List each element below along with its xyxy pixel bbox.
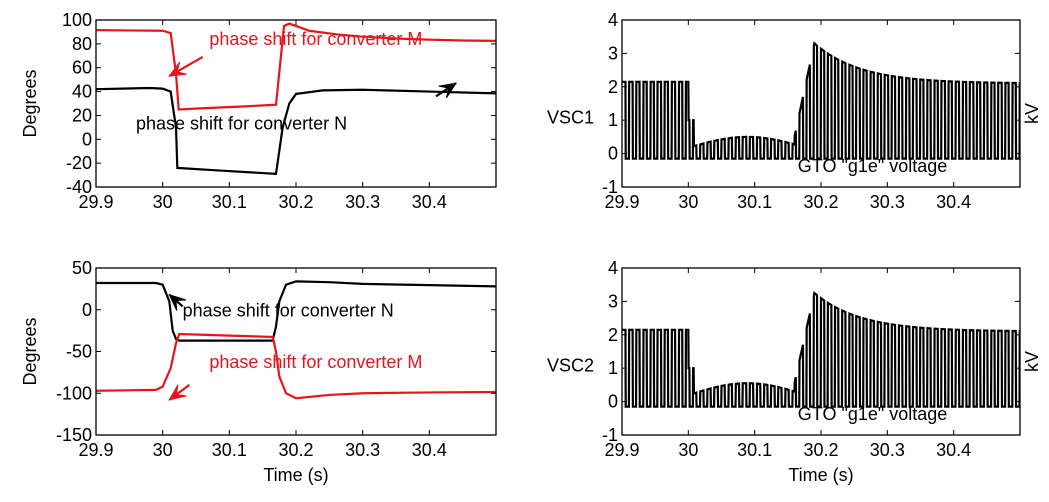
y-tick-label: 50 (72, 258, 92, 278)
x-tick-label: 30.3 (345, 192, 380, 212)
subplot-p3: 29.9 30 30.1 30.2 30.3 30.4 -150 -100 -50 0 50 Degr… (20, 258, 497, 485)
y-axis-label: Degrees (20, 317, 40, 385)
x-tick-label: 30.3 (870, 192, 905, 212)
x-tick-label: 30.1 (737, 440, 772, 460)
y-tick-label: 0 (608, 144, 618, 164)
x-tick-label: 30.2 (278, 440, 313, 460)
y-tick-label: -50 (66, 342, 92, 362)
y-tick-label: 20 (72, 105, 92, 125)
x-tick-label: 30.3 (870, 440, 905, 460)
y-tick-label: 100 (62, 10, 92, 30)
y-tick-label: 3 (608, 43, 618, 63)
y-axis-label: VSC1 (547, 108, 594, 128)
series-line-p3-1 (96, 332, 496, 400)
y-tick-label: 3 (608, 291, 618, 311)
x-axis-label: Time (s) (263, 465, 328, 485)
x-tick-label: 30.3 (345, 440, 380, 460)
subplot-p1: 29.9 30 30.1 30.2 30.3 30.4 -40 -20 0 20 40 60 80 100… (20, 10, 497, 212)
x-tick-label: 30.2 (278, 192, 313, 212)
x-tick-label: 30 (153, 440, 173, 460)
x-tick-label: 29.9 (604, 440, 639, 460)
y-tick-label: 80 (72, 34, 92, 54)
y-tick-label: -1 (602, 425, 618, 445)
x-tick-label: 30.2 (803, 440, 838, 460)
y-tick-label: 1 (608, 358, 618, 378)
x-tick-label: 30.4 (936, 440, 971, 460)
x-tick-label: 30.4 (936, 192, 971, 212)
y-tick-label: -1 (602, 177, 618, 197)
annotation-text: phase shift for converter N (136, 114, 347, 134)
y-tick-label: 0 (82, 300, 92, 320)
y-tick-label: 4 (608, 10, 618, 30)
y-tick-label: 60 (72, 58, 92, 78)
annotation-text: GTO "g1e" voltage (798, 156, 948, 176)
subplot-p4: 29.9 30 30.1 30.2 30.3 30.4 -1 0 1 2 3 4 VSC2 kV Time … (547, 258, 1042, 485)
y-tick-label: 4 (608, 258, 618, 278)
x-tick-label: 30 (153, 192, 173, 212)
x-tick-label: 30.1 (212, 440, 247, 460)
annotation-arrowhead (168, 293, 187, 311)
annotation-arrowhead (168, 384, 187, 401)
annotation-text: GTO "g1e" voltage (798, 404, 948, 424)
y-axis-label: VSC2 (547, 356, 594, 376)
annotation-text: phase shift for converter M (209, 29, 422, 49)
annotation-arrowhead (168, 61, 187, 77)
annotation-arrowhead (438, 82, 458, 99)
annotation-text: phase shift for converter M (209, 352, 422, 372)
series-line-p4-0 (622, 291, 1020, 408)
right-axis-label: kV (1022, 351, 1042, 372)
series-line-p1-1 (96, 86, 496, 176)
series-line-p1-0 (96, 22, 496, 111)
y-tick-label: 2 (608, 77, 618, 97)
y-tick-label: -40 (66, 177, 92, 197)
y-tick-label: 0 (608, 392, 618, 412)
x-tick-label: 30 (678, 440, 698, 460)
y-axis-label: Degrees (20, 69, 40, 137)
x-tick-label: 30.1 (737, 192, 772, 212)
y-tick-label: -100 (56, 383, 92, 403)
y-tick-label: -150 (56, 425, 92, 445)
x-tick-label: 29.9 (604, 192, 639, 212)
annotation-text: phase shift for converter N (183, 300, 394, 320)
x-tick-label: 29.9 (78, 440, 113, 460)
y-tick-label: 0 (82, 129, 92, 149)
x-tick-label: 30.4 (412, 192, 447, 212)
x-tick-label: 29.9 (78, 192, 113, 212)
x-tick-label: 30.4 (412, 440, 447, 460)
x-axis-label: Time (s) (788, 465, 853, 485)
y-tick-label: -20 (66, 153, 92, 173)
y-tick-label: 2 (608, 325, 618, 345)
x-tick-label: 30 (678, 192, 698, 212)
right-axis-label: kV (1022, 103, 1042, 124)
subplot-p2: 29.9 30 30.1 30.2 30.3 30.4 -1 0 1 2 3 4 VSC1 kV GTO "… (547, 10, 1042, 212)
series-line-p2-0 (622, 41, 1020, 160)
x-tick-label: 30.1 (212, 192, 247, 212)
y-tick-label: 40 (72, 82, 92, 102)
x-tick-label: 30.2 (803, 192, 838, 212)
y-tick-label: 1 (608, 110, 618, 130)
